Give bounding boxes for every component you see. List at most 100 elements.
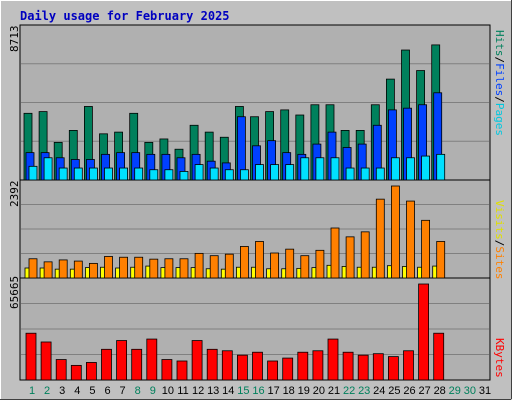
sites-bar (360, 231, 370, 279)
day-label: 10 (162, 385, 174, 397)
day-label: 18 (283, 385, 295, 397)
pages-bar (315, 157, 325, 181)
chart-title: Daily usage for February 2025 (20, 9, 230, 23)
day-label: 25 (388, 385, 400, 397)
kbytes-bar (70, 364, 82, 381)
top-max-label: 8713 (8, 26, 21, 53)
kbytes-bar (387, 356, 399, 381)
sites-bar (164, 258, 174, 279)
legend-hits: Hits (493, 30, 506, 57)
day-label: 17 (267, 385, 279, 397)
day-label: 12 (192, 385, 204, 397)
sites-bar (285, 248, 295, 279)
kbytes-bar (131, 348, 143, 381)
kbytes-bar (146, 338, 158, 381)
sites-bar (73, 260, 83, 279)
day-label: 19 (298, 385, 310, 397)
kbytes-bar (418, 283, 430, 381)
kbytes-bar (236, 354, 248, 381)
day-label: 6 (104, 385, 110, 397)
sites-bar (270, 252, 280, 279)
pages-bar (164, 169, 174, 181)
day-label: 22 (343, 385, 355, 397)
legend-sites: Sites (493, 246, 506, 279)
kbytes-bar (282, 357, 294, 381)
day-label: 9 (150, 385, 156, 397)
kbytes-bar (40, 341, 52, 381)
pages-bar (390, 157, 400, 181)
day-label: 30 (464, 385, 476, 397)
day-label: 23 (358, 385, 370, 397)
pages-bar (224, 169, 234, 181)
legend-pages: Pages (493, 103, 506, 136)
sites-bar (406, 200, 415, 279)
pages-bar (406, 157, 415, 181)
day-label: 11 (177, 385, 188, 397)
kbytes-bar (86, 362, 97, 381)
kbytes-bar (433, 332, 445, 381)
legend-middle: Visits/Sites (493, 200, 506, 280)
sites-bar (255, 241, 264, 279)
kbytes-bar (357, 354, 369, 381)
sites-bar (43, 261, 53, 279)
legend-files: Files (493, 63, 506, 96)
day-label: 4 (74, 385, 80, 397)
day-label: 28 (434, 385, 446, 397)
pages-bar (255, 164, 264, 181)
sites-bar (239, 246, 249, 279)
day-label: 26 (403, 385, 415, 397)
day-label: 29 (449, 385, 461, 397)
sites-bar (89, 262, 98, 279)
pages-bar (285, 164, 295, 181)
sites-bar (209, 255, 219, 279)
sites-bar (421, 219, 431, 279)
kbytes-bar (267, 360, 279, 381)
day-label: 24 (373, 385, 385, 397)
sites-bar (315, 249, 325, 279)
pages-bar (43, 157, 53, 181)
kbytes-bar (342, 351, 354, 381)
day-label: 15 (237, 385, 249, 397)
kbytes-bar (191, 340, 203, 381)
sites-bar (300, 255, 310, 279)
pages-bar (134, 167, 144, 181)
sites-bar (390, 185, 400, 279)
sites-bar (179, 258, 189, 279)
sites-bar (345, 236, 355, 279)
pages-bar (345, 167, 355, 181)
x-axis-days: 1 2 3 4 5 6 7 8 9 10 11 12 13 14 15 16 17 18 19 20 21 22 23 24 2… (29, 385, 491, 397)
kbytes-bar (116, 340, 127, 381)
pages-bar (300, 157, 310, 181)
pages-bar (149, 169, 159, 181)
kbytes-bar (101, 348, 112, 381)
pages-bar (209, 167, 219, 181)
legend-sep-1: / (493, 57, 506, 64)
pages-bar (179, 171, 189, 181)
pages-bar (89, 167, 98, 181)
pages-bar (73, 167, 83, 181)
day-label: 8 (135, 385, 141, 397)
day-label: 13 (207, 385, 219, 397)
day-label: 3 (59, 385, 65, 397)
kbytes-bar (55, 359, 67, 381)
kbytes-bar (221, 350, 233, 381)
pages-bar (421, 155, 431, 181)
bottom-max-label: 65665 (8, 276, 21, 309)
legend-visits: Visits (493, 200, 506, 240)
day-label: 27 (418, 385, 430, 397)
kbytes-bar (161, 359, 173, 381)
day-label: 1 (29, 385, 35, 397)
sites-bar (134, 256, 144, 279)
day-label: 21 (328, 385, 340, 397)
sites-bar (224, 253, 234, 279)
kbytes-bar (176, 360, 188, 381)
pages-bar (375, 167, 385, 181)
day-label: 16 (252, 385, 264, 397)
pages-bar (194, 164, 204, 181)
sites-bar (28, 258, 38, 279)
kbytes-bar (25, 332, 37, 381)
day-label: 7 (120, 385, 126, 397)
legend-sep-2: / (493, 96, 506, 103)
sites-bar (375, 198, 385, 279)
